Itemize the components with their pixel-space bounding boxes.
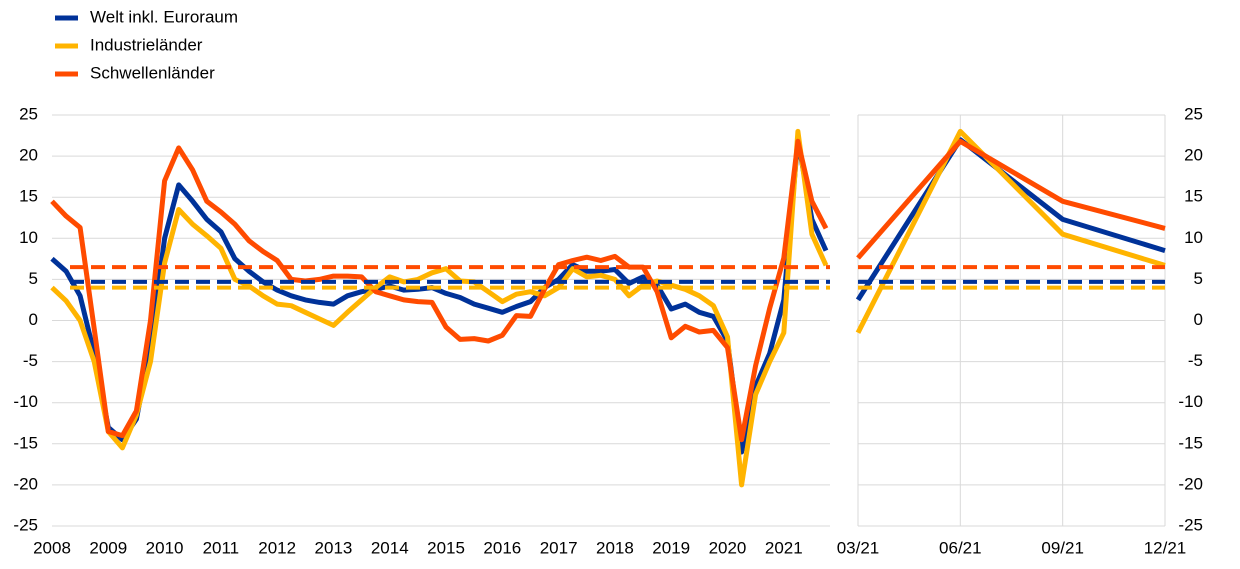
x-tick-label: 2017 (540, 538, 578, 557)
y-tick-label: 5 (29, 269, 38, 288)
legend-label: Welt inkl. Euroraum (90, 7, 238, 26)
y-tick-label: 0 (29, 310, 38, 329)
series-line (50, 138, 829, 443)
y-tick-label: 15 (1184, 187, 1203, 206)
y-tick-label: -15 (1178, 433, 1203, 452)
y-tick-label: 15 (19, 187, 38, 206)
x-tick-label: 06/21 (939, 538, 982, 557)
y-tick-label: -15 (13, 433, 38, 452)
y-tick-label: 20 (19, 146, 38, 165)
x-tick-label: 2009 (89, 538, 127, 557)
x-tick-label: 2011 (203, 538, 240, 557)
x-tick-label: 2016 (483, 538, 521, 557)
y-tick-label: 10 (1184, 228, 1203, 247)
x-tick-label: 12/21 (1144, 538, 1187, 557)
y-tick-label: 20 (1184, 146, 1203, 165)
series-line (855, 137, 1166, 302)
y-tick-label: -5 (1188, 351, 1203, 370)
legend-label: Schwellenländer (90, 63, 215, 82)
y-tick-label: 25 (19, 104, 38, 123)
x-tick-label: 2019 (652, 538, 690, 557)
legend-label: Industrieländer (90, 35, 203, 54)
x-tick-label: 2010 (146, 538, 184, 557)
x-tick-label: 2015 (427, 538, 465, 557)
y-tick-label: -20 (13, 474, 38, 493)
series-line (50, 137, 829, 455)
x-tick-label: 2021 (765, 538, 803, 557)
y-tick-label: 0 (1194, 310, 1203, 329)
series-line (856, 138, 1166, 260)
x-tick-label: 03/21 (837, 538, 880, 557)
y-tick-label: 10 (19, 228, 38, 247)
x-tick-label: 2013 (315, 538, 353, 557)
x-tick-label: 2018 (596, 538, 634, 557)
y-tick-label: -5 (23, 351, 38, 370)
x-tick-label: 2012 (258, 538, 296, 557)
x-tick-label: 09/21 (1041, 538, 1084, 557)
y-tick-label: -25 (1178, 515, 1203, 534)
y-tick-label: -10 (13, 392, 38, 411)
series-line (50, 128, 829, 488)
series-line (855, 128, 1166, 334)
x-tick-label: 2020 (709, 538, 747, 557)
y-tick-label: -10 (1178, 392, 1203, 411)
x-tick-label: 2008 (33, 538, 71, 557)
y-tick-label: -20 (1178, 474, 1203, 493)
y-tick-label: 5 (1194, 269, 1203, 288)
y-tick-label: 25 (1184, 104, 1203, 123)
y-tick-label: -25 (13, 515, 38, 534)
x-tick-label: 2014 (371, 538, 409, 557)
